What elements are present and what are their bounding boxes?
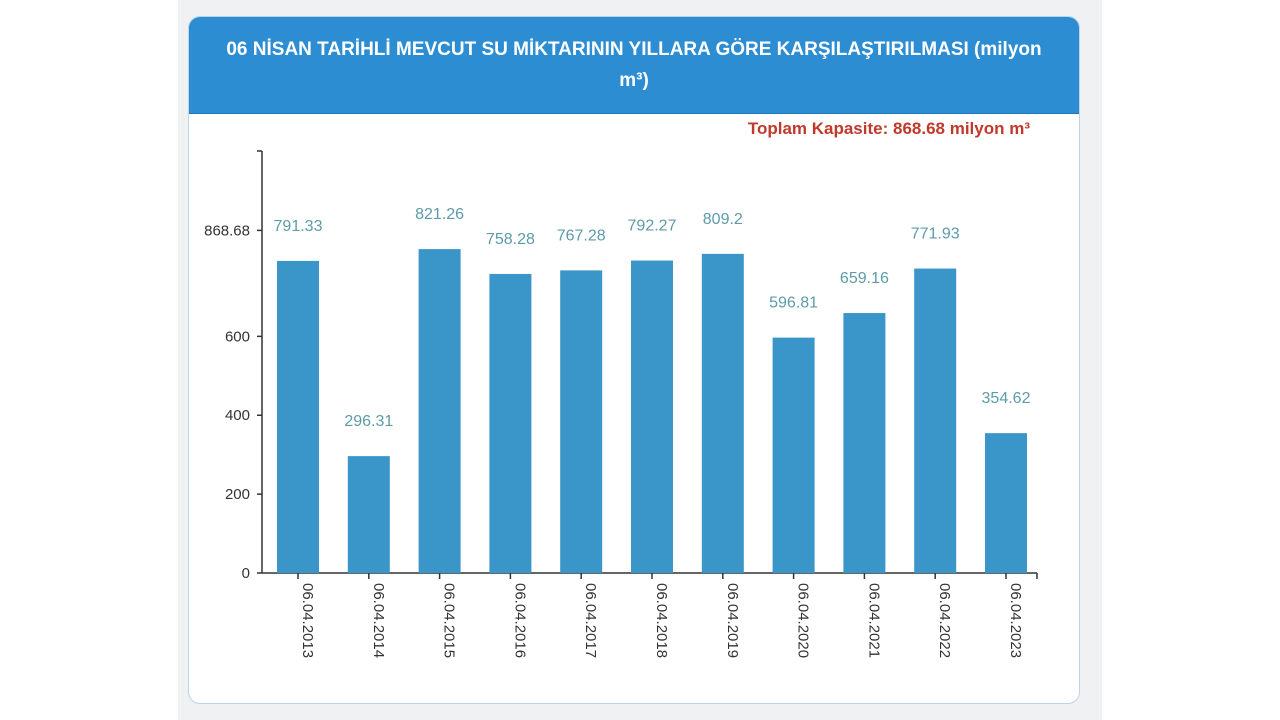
bar xyxy=(560,270,603,573)
y-tick-label: 600 xyxy=(225,328,250,345)
x-category-label: 06.04.2017 xyxy=(582,583,599,658)
bar xyxy=(914,268,957,573)
x-category-label: 06.04.2016 xyxy=(511,583,528,658)
bar-value-label: 596.81 xyxy=(769,295,818,312)
x-category-label: 06.04.2020 xyxy=(795,583,812,658)
bar xyxy=(489,273,532,573)
bar-value-label: 821.26 xyxy=(415,206,464,223)
y-tick-label: 868.68 xyxy=(204,222,250,239)
bar xyxy=(277,260,319,573)
bar-value-label: 791.33 xyxy=(274,218,323,235)
bar-value-label: 296.31 xyxy=(344,413,393,430)
bar xyxy=(701,253,744,573)
x-category-label: 06.04.2015 xyxy=(441,583,458,658)
x-category-label: 06.04.2018 xyxy=(653,583,670,658)
bar-value-label: 659.16 xyxy=(840,270,889,287)
y-tick-label: 200 xyxy=(225,486,250,503)
card-header: 06 NİSAN TARİHLİ MEVCUT SU MİKTARININ YI… xyxy=(189,17,1079,114)
bar-value-label: 354.62 xyxy=(982,390,1031,407)
bar xyxy=(631,260,673,573)
bar xyxy=(985,433,1027,573)
bar xyxy=(347,456,390,573)
chart-title: 06 NİSAN TARİHLİ MEVCUT SU MİKTARININ YI… xyxy=(226,39,1042,91)
bar-value-label: 809.2 xyxy=(703,211,743,228)
y-tick-label: 0 xyxy=(242,565,250,582)
x-category-label: 06.04.2019 xyxy=(724,583,741,658)
x-category-label: 06.04.2021 xyxy=(865,583,882,658)
y-tick-label: 400 xyxy=(225,407,250,424)
bar-value-label: 758.28 xyxy=(486,231,535,248)
bar-value-label: 767.28 xyxy=(557,227,606,244)
bar xyxy=(418,249,461,573)
bar xyxy=(843,313,886,573)
x-category-label: 06.04.2023 xyxy=(1007,583,1024,658)
bar xyxy=(772,337,815,573)
x-category-label: 06.04.2022 xyxy=(936,583,953,658)
bar-value-label: 771.93 xyxy=(911,226,960,243)
x-category-label: 06.04.2014 xyxy=(370,583,387,658)
x-category-label: 06.04.2013 xyxy=(299,583,316,658)
total-capacity-label: Toplam Kapasite: 868.68 milyon m³ xyxy=(748,119,1030,138)
bar-value-label: 792.27 xyxy=(628,218,677,235)
